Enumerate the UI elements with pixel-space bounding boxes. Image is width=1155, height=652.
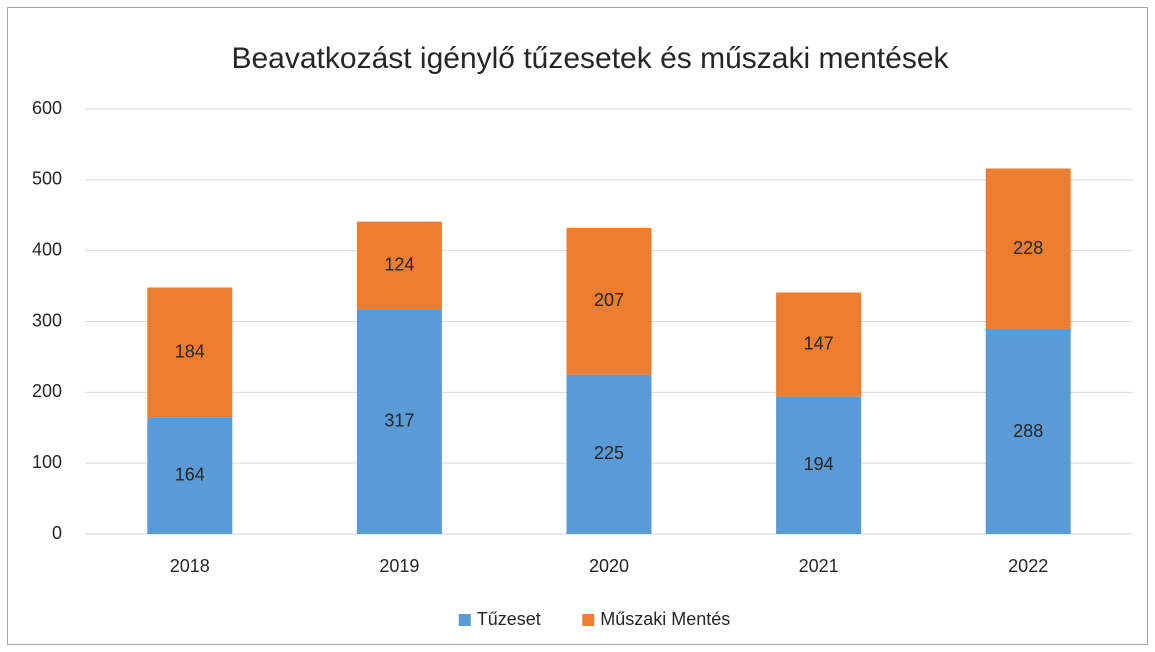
data-label: 124 bbox=[384, 254, 414, 274]
bar-segment bbox=[356, 309, 442, 534]
bar-segment bbox=[776, 292, 862, 397]
bar-segment bbox=[776, 396, 862, 534]
y-tick-label: 100 bbox=[32, 452, 62, 472]
y-tick-label: 600 bbox=[32, 98, 62, 118]
y-tick-label: 0 bbox=[52, 523, 62, 543]
legend-label: Műszaki Mentés bbox=[600, 609, 730, 629]
data-label: 288 bbox=[1013, 421, 1043, 441]
x-tick-label: 2018 bbox=[170, 556, 210, 576]
data-label: 228 bbox=[1013, 238, 1043, 258]
legend-swatch bbox=[582, 614, 595, 626]
legend-label: Tűzeset bbox=[477, 609, 541, 629]
data-label: 147 bbox=[804, 333, 834, 353]
data-label: 317 bbox=[384, 410, 414, 430]
y-tick-label: 300 bbox=[32, 310, 62, 330]
bar-segment bbox=[566, 228, 652, 375]
x-tick-label: 2022 bbox=[1008, 556, 1048, 576]
chart-title: Beavatkozást igénylő tűzesetek és műszak… bbox=[231, 42, 949, 75]
data-label: 164 bbox=[175, 465, 205, 485]
data-label: 184 bbox=[175, 341, 205, 361]
data-label: 207 bbox=[594, 290, 624, 310]
legend-swatch bbox=[458, 614, 471, 626]
x-tick-label: 2020 bbox=[589, 556, 629, 576]
data-label: 225 bbox=[594, 443, 624, 463]
x-tick-label: 2019 bbox=[379, 556, 419, 576]
bar-segment bbox=[147, 417, 233, 534]
bar-segment bbox=[985, 168, 1071, 330]
y-tick-label: 500 bbox=[32, 169, 62, 189]
bar-segment bbox=[356, 221, 442, 310]
data-label: 194 bbox=[804, 454, 834, 474]
bar-segment bbox=[147, 287, 233, 418]
bar-segment bbox=[566, 374, 652, 534]
y-tick-label: 200 bbox=[32, 381, 62, 401]
x-tick-label: 2021 bbox=[799, 556, 839, 576]
y-tick-label: 400 bbox=[32, 239, 62, 259]
bar-segment bbox=[985, 330, 1071, 534]
